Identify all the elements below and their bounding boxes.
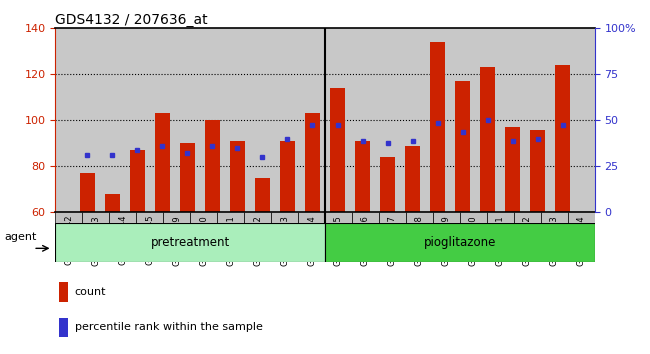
Bar <box>480 67 495 212</box>
Bar <box>190 212 217 262</box>
Bar <box>555 65 570 212</box>
Bar <box>109 212 136 262</box>
Bar <box>55 223 325 262</box>
Bar <box>355 141 370 212</box>
Bar <box>244 212 271 262</box>
Text: count: count <box>75 287 106 297</box>
Text: GSM201844: GSM201844 <box>577 215 586 266</box>
Text: GSM201834: GSM201834 <box>307 215 316 266</box>
Bar <box>82 212 109 262</box>
Bar <box>568 212 595 262</box>
Text: GSM201839: GSM201839 <box>442 215 451 266</box>
Bar <box>155 114 170 212</box>
Bar <box>136 212 163 262</box>
Bar <box>352 212 379 262</box>
Bar <box>130 150 145 212</box>
Text: pretreatment: pretreatment <box>151 236 229 249</box>
Bar <box>405 146 420 212</box>
Bar <box>58 282 68 302</box>
Bar <box>298 212 325 262</box>
Text: GSM201830: GSM201830 <box>199 215 208 266</box>
Text: GSM201831: GSM201831 <box>226 215 235 266</box>
Bar <box>230 141 245 212</box>
Text: GSM201542: GSM201542 <box>64 215 73 266</box>
Text: GSM201842: GSM201842 <box>523 215 532 266</box>
Text: GSM201835: GSM201835 <box>334 215 343 266</box>
Bar <box>505 127 520 212</box>
Bar <box>379 212 406 262</box>
Text: GSM201841: GSM201841 <box>496 215 505 266</box>
Bar <box>163 212 190 262</box>
Bar <box>55 212 83 262</box>
Text: GSM201545: GSM201545 <box>145 215 154 266</box>
Text: GSM201833: GSM201833 <box>280 215 289 266</box>
Bar <box>514 212 541 262</box>
Text: GDS4132 / 207636_at: GDS4132 / 207636_at <box>55 13 208 27</box>
Text: GSM201836: GSM201836 <box>361 215 370 266</box>
Bar <box>325 212 352 262</box>
Text: GSM201838: GSM201838 <box>415 215 424 266</box>
Bar <box>217 212 244 262</box>
Text: GSM201829: GSM201829 <box>172 215 181 266</box>
Bar <box>325 223 595 262</box>
Bar <box>433 212 460 262</box>
Bar <box>180 143 195 212</box>
Bar <box>530 130 545 212</box>
Bar <box>80 173 95 212</box>
Text: agent: agent <box>5 232 37 242</box>
Bar <box>487 212 514 262</box>
Text: GSM201543: GSM201543 <box>91 215 100 266</box>
Text: GSM201837: GSM201837 <box>388 215 397 266</box>
Text: percentile rank within the sample: percentile rank within the sample <box>75 322 263 332</box>
Bar <box>380 157 395 212</box>
Bar <box>455 81 470 212</box>
Bar <box>406 212 433 262</box>
Bar <box>280 141 295 212</box>
Bar <box>330 88 345 212</box>
Bar <box>460 212 487 262</box>
Text: GSM201843: GSM201843 <box>550 215 559 266</box>
Bar <box>105 194 120 212</box>
Bar <box>255 178 270 212</box>
Bar <box>271 212 298 262</box>
Bar <box>58 318 68 337</box>
Text: pioglitazone: pioglitazone <box>424 236 496 249</box>
Text: GSM201544: GSM201544 <box>118 215 127 266</box>
Bar <box>430 42 445 212</box>
Text: GSM201840: GSM201840 <box>469 215 478 266</box>
Text: GSM201832: GSM201832 <box>253 215 262 266</box>
Bar <box>305 114 320 212</box>
Bar <box>541 212 568 262</box>
Bar <box>205 120 220 212</box>
